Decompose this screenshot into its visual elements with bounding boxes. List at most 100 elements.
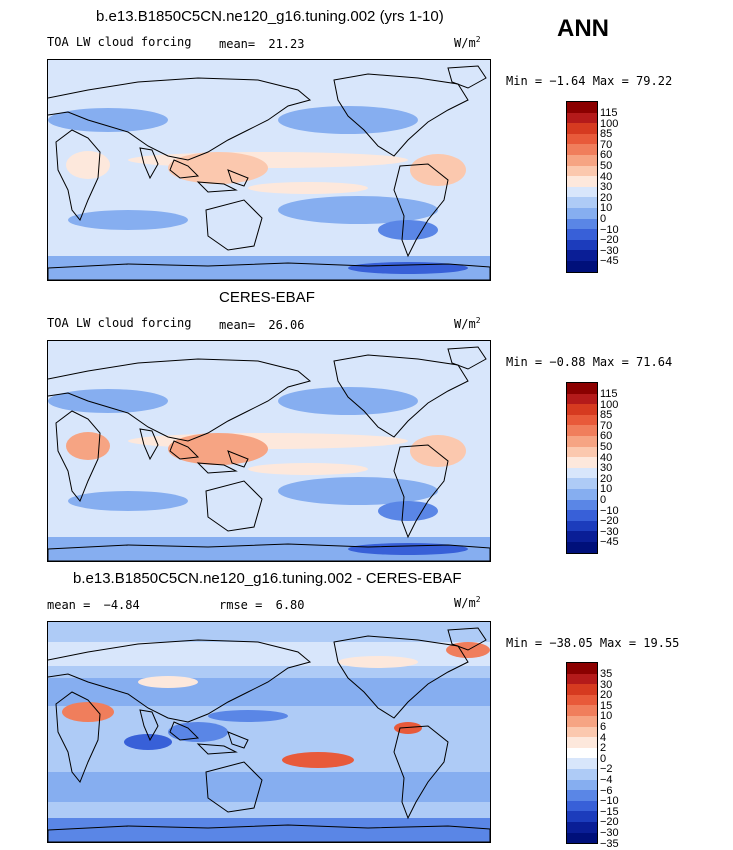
field-blob bbox=[168, 433, 268, 465]
colorbar-label: −10 bbox=[600, 223, 619, 236]
colorbar-swatch bbox=[567, 404, 597, 415]
colorbar-swatch bbox=[567, 811, 597, 822]
panel-2-units-base: W/m bbox=[454, 317, 476, 331]
coastline bbox=[196, 181, 238, 193]
coastline bbox=[55, 691, 101, 783]
colorbar-swatch bbox=[567, 488, 597, 500]
coastline bbox=[333, 635, 469, 719]
colorbar-swatch bbox=[567, 520, 597, 532]
panel-3-minmax: Min = −38.05 Max = 19.55 bbox=[506, 636, 680, 650]
colorbar-swatch bbox=[567, 531, 597, 542]
colorbar-label: 20 bbox=[600, 191, 613, 204]
colorbar-swatch bbox=[567, 800, 597, 812]
colorbar-label: 30 bbox=[600, 678, 613, 691]
field-blob bbox=[168, 152, 268, 184]
colorbar-swatch bbox=[567, 414, 597, 426]
colorbar-label: −30 bbox=[600, 244, 619, 257]
colorbar-label: −20 bbox=[600, 816, 619, 829]
coastline bbox=[196, 743, 238, 755]
coastline bbox=[196, 462, 238, 474]
coastline bbox=[447, 346, 487, 370]
colorbar-swatch bbox=[567, 663, 597, 674]
panel-2-title: CERES-EBAF bbox=[219, 289, 315, 306]
panel-2-map-svg bbox=[48, 341, 490, 561]
colorbar-swatch bbox=[567, 715, 597, 727]
colorbar-label: 115 bbox=[600, 107, 618, 119]
colorbar-label: 85 bbox=[600, 128, 613, 141]
colorbar-swatch bbox=[567, 112, 597, 124]
colorbar-swatch bbox=[567, 457, 597, 468]
colorbar-swatch bbox=[567, 779, 597, 791]
colorbar-swatch bbox=[567, 726, 597, 738]
field-blob bbox=[378, 501, 438, 521]
colorbar-swatch bbox=[567, 705, 597, 716]
colorbar-swatch bbox=[567, 694, 597, 706]
colorbar-label: −10 bbox=[600, 504, 619, 517]
colorbar-swatch bbox=[567, 737, 597, 748]
panel-2-units-exp: 2 bbox=[475, 316, 481, 325]
field-blob bbox=[48, 389, 168, 413]
colorbar-label: −4 bbox=[600, 774, 613, 786]
colorbar-label: 30 bbox=[600, 462, 613, 475]
panel-3-mean-value: −4.84 bbox=[103, 598, 140, 612]
panel-2-map bbox=[47, 340, 491, 562]
colorbar-swatch bbox=[567, 758, 597, 769]
coastline bbox=[205, 761, 263, 813]
coastline bbox=[48, 639, 312, 723]
panel-3-rmse-label: rmse = bbox=[219, 598, 263, 612]
field-blob bbox=[68, 491, 188, 511]
coastline bbox=[393, 444, 449, 539]
field-blob bbox=[62, 702, 114, 722]
coastline bbox=[447, 627, 487, 651]
panel-1-colorbar bbox=[566, 101, 598, 273]
coastline bbox=[48, 543, 490, 561]
field-blob bbox=[278, 106, 418, 134]
panel-1-units-base: W/m bbox=[454, 36, 476, 50]
colorbar-swatch bbox=[567, 197, 597, 208]
colorbar-label: 0 bbox=[600, 213, 607, 225]
colorbar-label: −35 bbox=[600, 837, 619, 850]
coastline bbox=[393, 163, 449, 258]
coastline bbox=[169, 159, 200, 179]
colorbar-label: 2 bbox=[600, 742, 607, 755]
colorbar-swatch bbox=[567, 673, 597, 685]
colorbar-label: 70 bbox=[600, 419, 613, 432]
panel-3-colorbar bbox=[566, 662, 598, 845]
coastline bbox=[205, 480, 263, 532]
colorbar-swatch bbox=[567, 123, 597, 134]
colorbar-swatch bbox=[567, 790, 597, 801]
colorbar-label: 115 bbox=[600, 388, 618, 400]
colorbar-swatch bbox=[567, 250, 597, 261]
colorbar-label: 50 bbox=[600, 441, 613, 453]
field-blob bbox=[48, 108, 168, 132]
colorbar-swatch bbox=[567, 393, 597, 405]
colorbar-label: 40 bbox=[600, 451, 613, 464]
season-label: ANN bbox=[557, 15, 609, 42]
colorbar-swatch bbox=[567, 218, 597, 230]
coastline bbox=[48, 824, 490, 842]
colorbar-swatch bbox=[567, 510, 597, 521]
field-blob bbox=[348, 543, 468, 555]
panel-3-units: W/m2 bbox=[454, 595, 481, 610]
panel-2-variable: TOA LW cloud forcing bbox=[47, 316, 192, 330]
panel-1-minmax: Min = −1.64 Max = 79.22 bbox=[506, 74, 673, 88]
coastline bbox=[333, 354, 469, 438]
field-band bbox=[48, 818, 490, 842]
colorbar-label: 60 bbox=[600, 430, 613, 443]
panel-3-title: b.e13.B1850C5CN.ne120_g16.tuning.002 - C… bbox=[73, 570, 462, 587]
coastline bbox=[169, 721, 200, 741]
panel-1-map-svg bbox=[48, 60, 490, 280]
field-blob bbox=[248, 182, 368, 194]
colorbar-label: −6 bbox=[600, 784, 613, 797]
panel-2-mean-label: mean= bbox=[219, 318, 256, 332]
colorbar-label: 100 bbox=[600, 117, 619, 130]
coastline bbox=[139, 147, 159, 180]
colorbar-label: 20 bbox=[600, 689, 613, 702]
colorbar-label: −45 bbox=[600, 536, 619, 549]
colorbar-label: 85 bbox=[600, 409, 613, 422]
coastline bbox=[48, 358, 312, 442]
colorbar-swatch bbox=[567, 144, 597, 155]
colorbar-swatch bbox=[567, 165, 597, 177]
panel-2-minmax: Min = −0.88 Max = 71.64 bbox=[506, 355, 673, 369]
colorbar-label: −10 bbox=[600, 795, 619, 808]
